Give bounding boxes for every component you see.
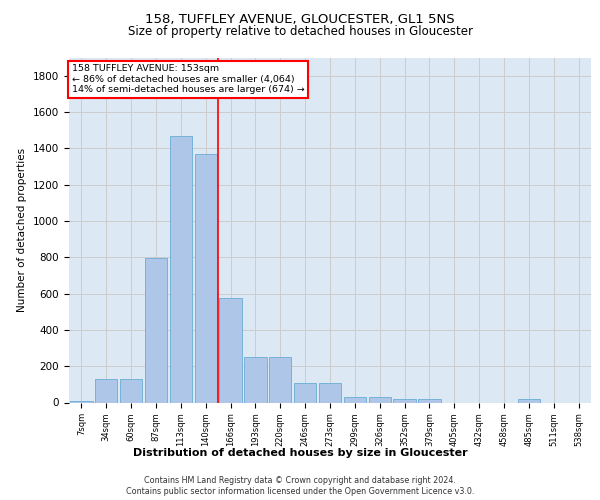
Text: Contains public sector information licensed under the Open Government Licence v3: Contains public sector information licen… [126, 488, 474, 496]
Bar [95, 379, 118, 402]
Bar [394, 399, 416, 402]
Bar [220, 298, 242, 403]
Bar [70, 400, 92, 402]
Text: Size of property relative to detached houses in Gloucester: Size of property relative to detached ho… [128, 25, 473, 38]
Bar [120, 379, 142, 402]
Bar [170, 136, 192, 402]
Bar [344, 397, 366, 402]
Text: 158 TUFFLEY AVENUE: 153sqm
← 86% of detached houses are smaller (4,064)
14% of s: 158 TUFFLEY AVENUE: 153sqm ← 86% of deta… [71, 64, 304, 94]
Bar [368, 397, 391, 402]
Bar [244, 358, 266, 403]
Bar [145, 258, 167, 402]
Text: 158, TUFFLEY AVENUE, GLOUCESTER, GL1 5NS: 158, TUFFLEY AVENUE, GLOUCESTER, GL1 5NS [145, 12, 455, 26]
Bar [518, 399, 540, 402]
Bar [418, 399, 440, 402]
Text: Distribution of detached houses by size in Gloucester: Distribution of detached houses by size … [133, 448, 467, 458]
Bar [194, 154, 217, 402]
Bar [269, 358, 292, 403]
Text: Contains HM Land Registry data © Crown copyright and database right 2024.: Contains HM Land Registry data © Crown c… [144, 476, 456, 485]
Bar [319, 383, 341, 402]
Bar [294, 383, 316, 402]
Y-axis label: Number of detached properties: Number of detached properties [17, 148, 28, 312]
